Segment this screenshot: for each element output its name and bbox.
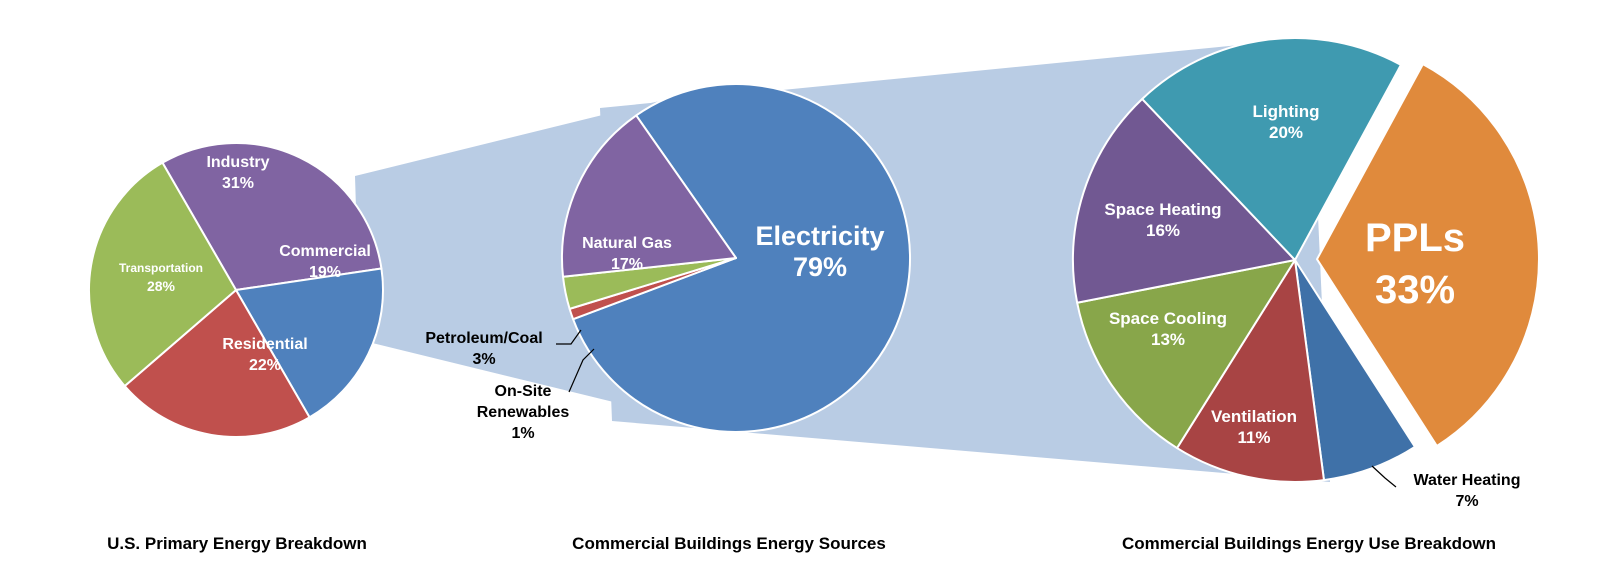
value-petroleum-coal: 3% [472,351,495,368]
label-lighting: Lighting [1252,102,1319,121]
label-natural-gas: Natural Gas [582,235,672,252]
value-water-heating: 7% [1455,493,1478,510]
slice-labels: Industry 31% Commercial 19% Residential 22% Tr… [119,102,1521,510]
value-natural-gas: 17% [611,256,643,273]
label-space-heating: Space Heating [1104,200,1221,219]
chart-title-commercial-use: Commercial Buildings Energy Use Breakdow… [1122,534,1496,553]
slice-space-cooling [1076,259,1296,450]
slice-space-heating [1072,97,1296,304]
slice-commercial [235,267,384,419]
slice-ppls [1315,63,1540,448]
value-electricity: 79% [793,252,847,282]
chart-title-commercial-sources: Commercial Buildings Energy Sources [572,534,886,553]
label-space-cooling: Space Cooling [1109,309,1227,328]
leader-lines [556,329,1397,488]
label-petroleum-coal: Petroleum/Coal [425,330,542,347]
value-residential: 22% [249,357,281,374]
value-on-site-renewables: 1% [511,425,534,442]
label-water-heating: Water Heating [1414,472,1521,489]
label-industry: Industry [206,154,269,171]
slice-natural-gas [561,114,737,278]
leader-water-heating [1371,465,1397,488]
value-ppls: 33% [1375,268,1455,312]
label-on-site-renewables-1: On-Site [495,383,552,400]
slice-residential [123,289,311,438]
slice-lighting [1141,37,1402,261]
value-space-cooling: 13% [1151,330,1185,349]
label-commercial: Commercial [279,243,371,260]
leader-on-site-renewables [568,348,595,393]
value-commercial: 19% [309,264,341,281]
slice-industry [161,142,383,291]
slice-electricity [572,83,911,433]
label-ventilation: Ventilation [1211,407,1297,426]
pie-commercial-energy-sources [561,83,911,433]
pie-commercial-energy-use [1072,37,1540,483]
label-residential: Residential [222,336,307,353]
label-electricity: Electricity [755,221,884,251]
value-transportation: 28% [147,278,176,294]
value-industry: 31% [222,175,254,192]
slice-transportation [88,161,237,388]
value-space-heating: 16% [1146,221,1180,240]
leader-petroleum-coal [556,329,582,345]
value-ventilation: 11% [1237,428,1270,447]
label-on-site-renewables-2: Renewables [477,404,570,421]
label-transportation: Transportation [119,261,203,275]
value-lighting: 20% [1269,123,1303,142]
slice-ventilation [1176,259,1325,483]
label-ppls: PPLs [1365,216,1465,260]
chart-title-us-primary: U.S. Primary Energy Breakdown [107,534,367,553]
pie-us-primary-energy [88,142,384,438]
